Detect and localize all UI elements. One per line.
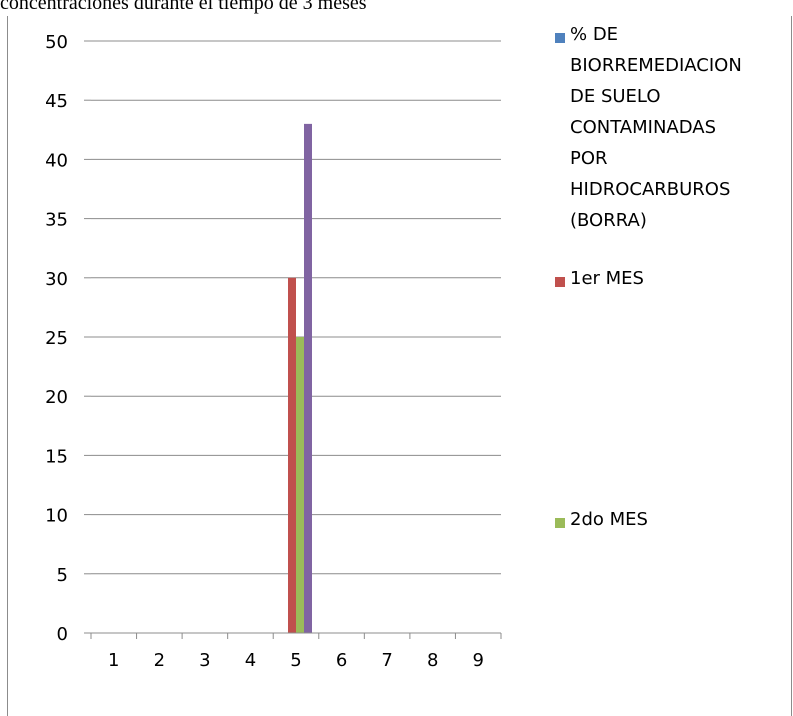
- x-tick-label-1: 1: [108, 650, 119, 671]
- legend-swatch-1er-mes: [555, 277, 565, 287]
- legend-item-biorremediacion: % DE BIORREMEDIACION DE SUELO CONTAMINAD…: [555, 24, 742, 236]
- y-tick-label-5: 5: [57, 565, 68, 586]
- legend-label-biorremediacion: % DE BIORREMEDIACION DE SUELO CONTAMINAD…: [570, 24, 742, 231]
- x-tick-label-7: 7: [381, 650, 392, 671]
- legend-swatch-biorremediacion: [555, 33, 565, 43]
- bar-series4-cat-5: [304, 123, 312, 633]
- y-tick-label-20: 20: [45, 387, 68, 408]
- y-tick-label-40: 40: [45, 150, 68, 171]
- x-axis-tick-labels: 1 2 3 4 5 6 7 8 9: [108, 650, 484, 671]
- x-tick-label-4: 4: [245, 650, 256, 671]
- x-tick-label-2: 2: [154, 650, 165, 671]
- legend-label-2do-mes: 2do MES: [570, 509, 648, 530]
- x-axis: [90, 632, 502, 639]
- bar-series2-cat-5: [288, 277, 296, 633]
- x-tick-label-9: 9: [472, 650, 483, 671]
- legend-item-1er-mes: 1er MES: [555, 268, 644, 294]
- legend-label-1er-mes: 1er MES: [570, 268, 644, 289]
- y-tick-label-10: 10: [45, 506, 68, 527]
- bar-series3-cat-5: [296, 337, 304, 633]
- legend-item-2do-mes: 2do MES: [555, 509, 648, 535]
- y-tick-label-30: 30: [45, 269, 68, 290]
- x-tick-label-6: 6: [336, 650, 347, 671]
- legend-swatch-2do-mes: [555, 518, 565, 528]
- y-tick-label-0: 0: [57, 624, 68, 645]
- y-tick-label-25: 25: [45, 328, 68, 349]
- y-tick-label-45: 45: [45, 91, 68, 112]
- y-tick-label-35: 35: [45, 210, 68, 231]
- x-tick-label-5: 5: [290, 650, 301, 671]
- document-caption-text: concentraciones durante el tiempo de 3 m…: [0, 0, 367, 14]
- x-tick-label-8: 8: [427, 650, 438, 671]
- y-tick-label-50: 50: [45, 32, 68, 53]
- y-axis-tick-labels: 0 5 10 15 20 25 30 35 40 45 50: [45, 32, 68, 645]
- bars: [288, 123, 312, 633]
- y-tick-label-15: 15: [45, 446, 68, 467]
- x-tick-label-3: 3: [199, 650, 210, 671]
